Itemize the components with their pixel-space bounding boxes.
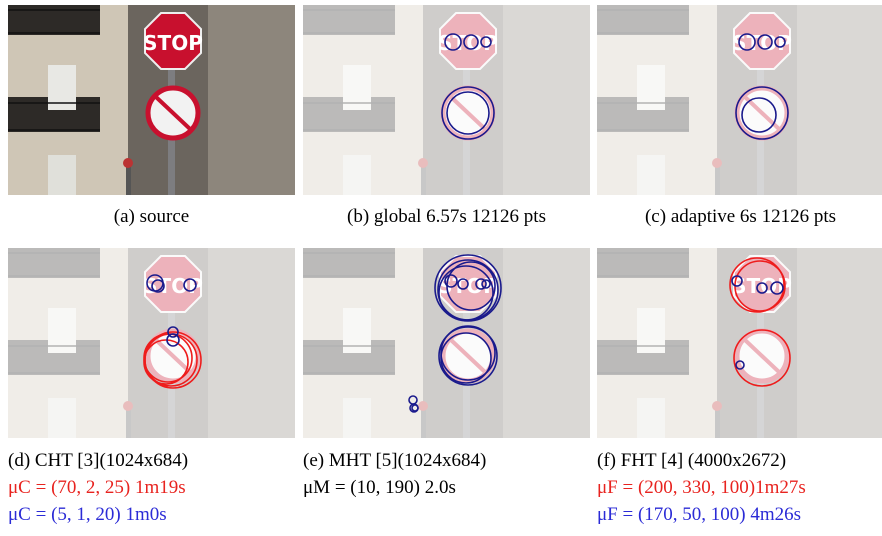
caption-line: (b) global 6.57s 12126 pts	[347, 206, 546, 227]
caption-line: μF = (200, 330, 100)1m27s	[597, 477, 806, 498]
caption-line: (a) source	[113, 206, 190, 227]
panel-image	[303, 248, 590, 438]
caption-line: (e) MHT [5](1024x684)	[303, 450, 487, 471]
panel-image	[8, 248, 295, 438]
caption-line: (d) CHT [3](1024x684)	[8, 450, 189, 471]
caption-line: μC = (5, 1, 20) 1m0s	[8, 504, 167, 525]
panel-image	[8, 5, 295, 195]
caption-line: (f) FHT [4] (4000x2672)	[597, 450, 787, 471]
panel-image	[303, 5, 590, 195]
caption-line: μC = (70, 2, 25) 1m19s	[8, 477, 186, 498]
caption-line: μM = (10, 190) 2.0s	[303, 477, 456, 498]
panel-image	[597, 248, 882, 438]
caption-line: (c) adaptive 6s 12126 pts	[644, 206, 836, 227]
caption-line: μF = (170, 50, 100) 4m26s	[597, 504, 802, 525]
panel-image	[597, 5, 882, 195]
